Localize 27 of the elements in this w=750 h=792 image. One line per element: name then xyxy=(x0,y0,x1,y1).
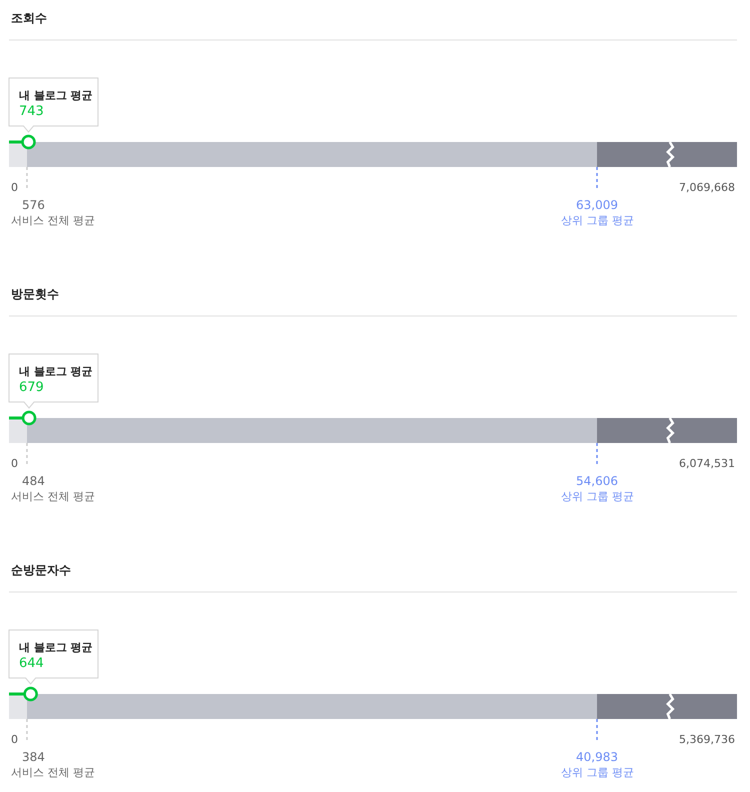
text: 0 xyxy=(11,733,18,746)
data-label: 743 xyxy=(19,104,44,119)
text: 0 xyxy=(11,457,18,470)
text: 0 xyxy=(11,181,18,194)
data-label: 644 xyxy=(19,656,44,671)
category-label: 내 블로그 평균 xyxy=(19,365,93,378)
data-label: 63,009 xyxy=(576,198,618,212)
text: 조회수 xyxy=(11,11,47,25)
category-label: 내 블로그 평균 xyxy=(19,89,93,102)
data-label: 679 xyxy=(19,380,44,395)
text: 순방문자수 xyxy=(11,563,71,577)
text: 6,074,531 xyxy=(679,457,735,470)
category-label: 상위 그룹 평균 xyxy=(561,766,634,779)
data-label: 54,606 xyxy=(576,474,618,488)
category-label: 내 블로그 평균 xyxy=(19,641,93,654)
category-label: 상위 그룹 평균 xyxy=(561,214,634,227)
category-label: 서비스 전체 평균 xyxy=(11,766,95,779)
text: 7,069,668 xyxy=(679,181,735,194)
text: 방문횟수 xyxy=(11,287,59,301)
category-label: 서비스 전체 평균 xyxy=(11,490,95,503)
data-label: 484 xyxy=(22,474,45,488)
data-label: 40,983 xyxy=(576,750,618,764)
category-label: 서비스 전체 평균 xyxy=(11,214,95,227)
category-label: 상위 그룹 평균 xyxy=(561,490,634,503)
text: 5,369,736 xyxy=(679,733,735,746)
data-label: 576 xyxy=(22,198,45,212)
data-label: 384 xyxy=(22,750,45,764)
